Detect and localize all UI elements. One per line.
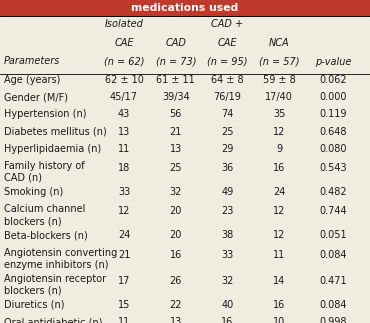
Text: 12: 12 xyxy=(273,127,286,137)
Text: 23: 23 xyxy=(221,206,234,216)
Text: 17/40: 17/40 xyxy=(265,92,293,102)
Text: 62 ± 10: 62 ± 10 xyxy=(104,75,144,85)
Text: 13: 13 xyxy=(118,127,130,137)
Text: (n = 73): (n = 73) xyxy=(155,57,196,67)
Text: 11: 11 xyxy=(118,317,130,323)
Text: 15: 15 xyxy=(118,300,130,310)
Text: Angiotensin converting: Angiotensin converting xyxy=(4,247,117,257)
Text: 0.543: 0.543 xyxy=(319,163,347,173)
Text: 0.648: 0.648 xyxy=(319,127,347,137)
Text: 24: 24 xyxy=(273,187,286,197)
Text: CAD: CAD xyxy=(165,38,186,47)
Text: 14: 14 xyxy=(273,276,286,286)
Text: Parameters: Parameters xyxy=(4,56,60,66)
Text: 0.084: 0.084 xyxy=(319,250,347,260)
Text: 64 ± 8: 64 ± 8 xyxy=(211,75,244,85)
Text: 76/19: 76/19 xyxy=(213,92,242,102)
Text: 74: 74 xyxy=(221,109,234,120)
Text: 16: 16 xyxy=(273,163,286,173)
Text: 16: 16 xyxy=(273,300,286,310)
Text: (n = 62): (n = 62) xyxy=(104,57,144,67)
Text: 0.119: 0.119 xyxy=(319,109,347,120)
Text: 0.051: 0.051 xyxy=(319,230,347,240)
Text: Family history of: Family history of xyxy=(4,161,84,171)
Text: 0.084: 0.084 xyxy=(319,300,347,310)
Text: 26: 26 xyxy=(169,276,182,286)
Text: Age (years): Age (years) xyxy=(4,75,60,85)
Text: p-value: p-value xyxy=(315,57,351,67)
Text: blockers (n): blockers (n) xyxy=(4,216,61,226)
Text: blockers (n): blockers (n) xyxy=(4,286,61,296)
Text: 43: 43 xyxy=(118,109,130,120)
Text: 49: 49 xyxy=(221,187,234,197)
Text: 0.000: 0.000 xyxy=(319,92,347,102)
Text: Oral antidiabetic (n): Oral antidiabetic (n) xyxy=(4,317,102,323)
Text: 33: 33 xyxy=(118,187,130,197)
Text: 36: 36 xyxy=(221,163,234,173)
Text: 39/34: 39/34 xyxy=(162,92,190,102)
Text: 38: 38 xyxy=(221,230,234,240)
Text: Hyperlipidaemia (n): Hyperlipidaemia (n) xyxy=(4,144,101,154)
Text: 40: 40 xyxy=(221,300,234,310)
Text: 12: 12 xyxy=(273,206,286,216)
Text: 20: 20 xyxy=(169,230,182,240)
Text: 11: 11 xyxy=(118,144,130,154)
Text: 22: 22 xyxy=(169,300,182,310)
Text: 12: 12 xyxy=(118,206,130,216)
Text: 59 ± 8: 59 ± 8 xyxy=(263,75,296,85)
Text: 0.080: 0.080 xyxy=(319,144,347,154)
Text: Isolated: Isolated xyxy=(104,18,144,28)
Text: 32: 32 xyxy=(169,187,182,197)
Text: 13: 13 xyxy=(169,317,182,323)
Text: 11: 11 xyxy=(273,250,286,260)
Text: Beta-blockers (n): Beta-blockers (n) xyxy=(4,230,87,240)
Text: 32: 32 xyxy=(221,276,234,286)
Text: Angiotensin receptor: Angiotensin receptor xyxy=(4,274,106,284)
Text: (n = 95): (n = 95) xyxy=(207,57,248,67)
Text: CAD +: CAD + xyxy=(212,18,243,28)
Text: 0.744: 0.744 xyxy=(319,206,347,216)
Text: Calcium channel: Calcium channel xyxy=(4,204,85,214)
Text: 61 ± 11: 61 ± 11 xyxy=(157,75,195,85)
Text: Smoking (n): Smoking (n) xyxy=(4,187,63,197)
Text: NCA: NCA xyxy=(269,38,290,47)
Text: medications used: medications used xyxy=(131,3,239,13)
Text: 25: 25 xyxy=(221,127,234,137)
Text: 0.482: 0.482 xyxy=(319,187,347,197)
Text: 18: 18 xyxy=(118,163,130,173)
Text: 16: 16 xyxy=(169,250,182,260)
Text: 29: 29 xyxy=(221,144,234,154)
Text: 10: 10 xyxy=(273,317,286,323)
Text: 0.062: 0.062 xyxy=(319,75,347,85)
Text: 24: 24 xyxy=(118,230,130,240)
Text: 17: 17 xyxy=(118,276,130,286)
Text: 33: 33 xyxy=(221,250,234,260)
Text: CAE: CAE xyxy=(218,38,237,47)
Text: 25: 25 xyxy=(169,163,182,173)
FancyBboxPatch shape xyxy=(0,0,370,16)
Text: 9: 9 xyxy=(276,144,282,154)
Text: Diuretics (n): Diuretics (n) xyxy=(4,300,64,310)
Text: 21: 21 xyxy=(169,127,182,137)
Text: 12: 12 xyxy=(273,230,286,240)
Text: 56: 56 xyxy=(169,109,182,120)
Text: CAE: CAE xyxy=(114,38,134,47)
Text: 35: 35 xyxy=(273,109,286,120)
Text: 45/17: 45/17 xyxy=(110,92,138,102)
Text: 0.998: 0.998 xyxy=(319,317,347,323)
Text: (n = 57): (n = 57) xyxy=(259,57,300,67)
Text: 16: 16 xyxy=(221,317,234,323)
Text: 13: 13 xyxy=(169,144,182,154)
Text: CAD (n): CAD (n) xyxy=(4,173,42,183)
Text: 0.471: 0.471 xyxy=(319,276,347,286)
Text: Gender (M/F): Gender (M/F) xyxy=(4,92,68,102)
Text: Hypertension (n): Hypertension (n) xyxy=(4,109,86,120)
Text: enzyme inhibitors (n): enzyme inhibitors (n) xyxy=(4,260,108,270)
Text: 21: 21 xyxy=(118,250,130,260)
Text: Diabetes mellitus (n): Diabetes mellitus (n) xyxy=(4,127,107,137)
Text: 20: 20 xyxy=(169,206,182,216)
